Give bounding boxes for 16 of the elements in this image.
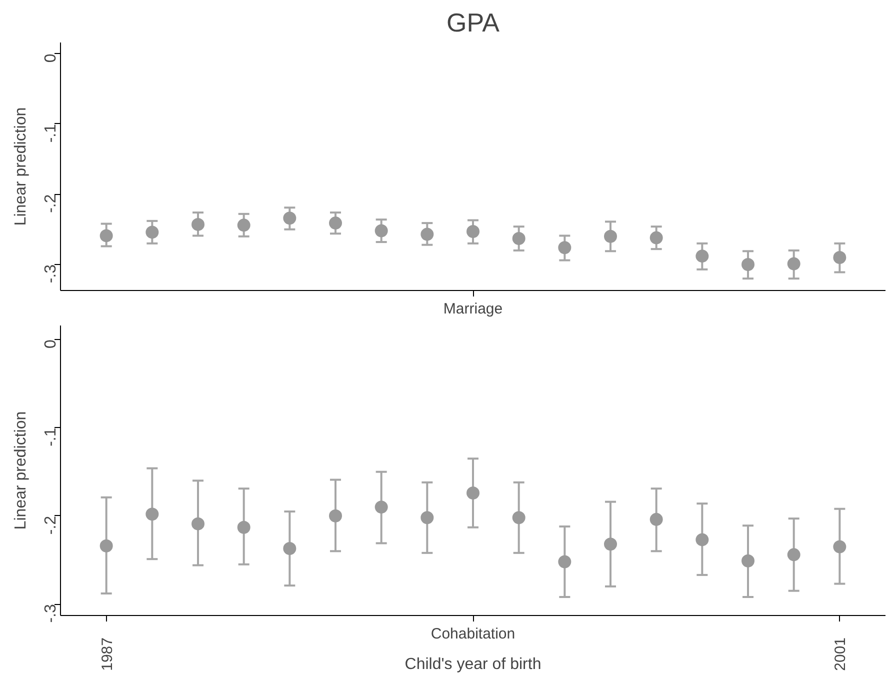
y-tick-label: -.2 (42, 194, 60, 213)
y-axis-title: Linear prediction (12, 107, 30, 226)
x-tick-label: 1987 (98, 637, 116, 671)
chart-title: GPA (446, 8, 500, 38)
y-tick-label: 0 (42, 340, 60, 348)
y-tick-label: -.1 (42, 428, 60, 446)
y-tick-label: -.3 (42, 604, 60, 623)
y-tick-label: -.1 (42, 124, 60, 143)
x-tick-label: Marriage (443, 300, 503, 318)
x-axis-title: Child's year of birth (404, 656, 542, 673)
y-tick-label: 0 (42, 54, 60, 63)
y-tick-label: -.3 (42, 264, 60, 284)
x-tick-label: 2001 (832, 637, 850, 671)
y-axis-title: Linear prediction (12, 411, 30, 530)
y-tick-label: -.2 (42, 516, 60, 535)
x-tick-label: Cohabitation (430, 626, 516, 642)
